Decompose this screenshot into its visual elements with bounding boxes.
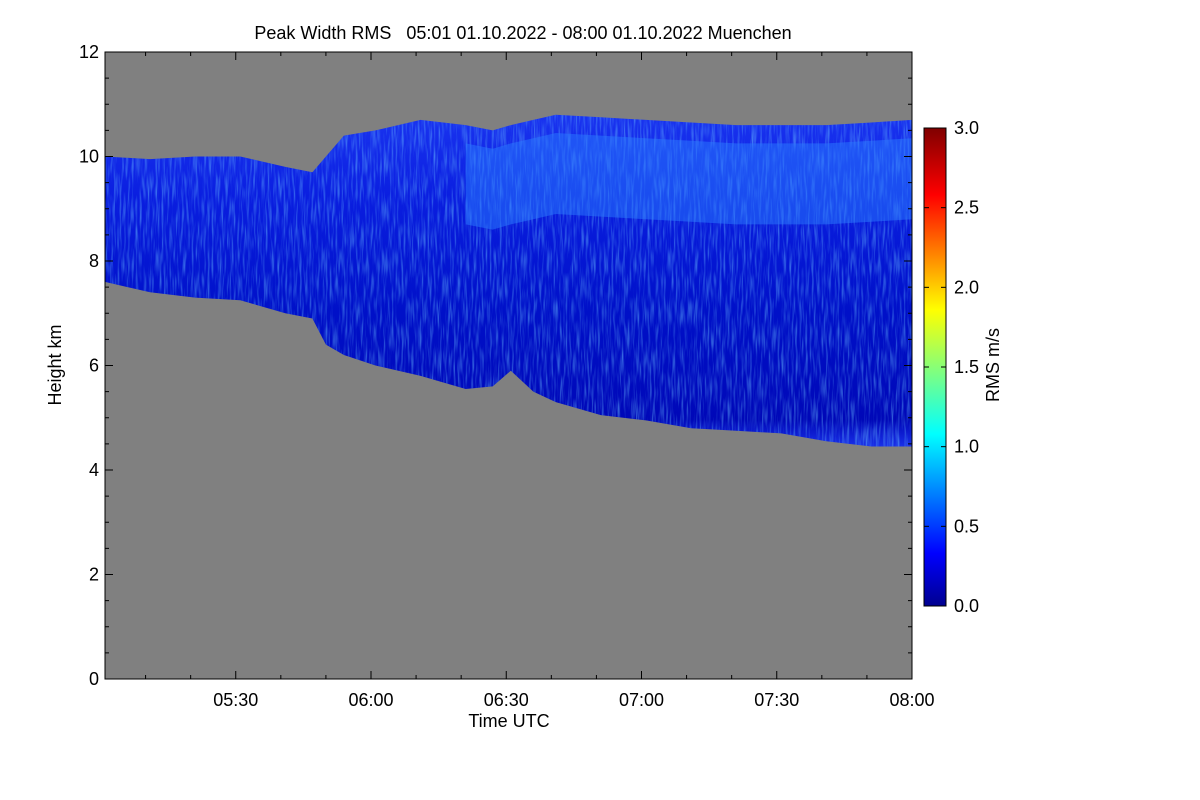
colorbar-ticks: 0.0 0.5 1.0 1.5 2.0 2.5 3.0 — [924, 118, 979, 616]
x-axis-ticks: 05:30 06:00 06:30 07:00 07:30 08:00 — [145, 52, 935, 710]
x-tick-label: 08:00 — [889, 690, 934, 710]
colorbar-tick-label: 3.0 — [954, 118, 979, 138]
y-tick-label: 0 — [89, 669, 99, 689]
x-tick-label: 05:30 — [213, 690, 258, 710]
x-tick-label: 06:00 — [348, 690, 393, 710]
colorbar-tick-label: 1.5 — [954, 357, 979, 377]
y-tick-label: 6 — [89, 356, 99, 376]
chart-title: Peak Width RMS 05:01 01.10.2022 - 08:00 … — [254, 23, 791, 43]
colorbar-tick-label: 0.5 — [954, 516, 979, 536]
x-axis-label: Time UTC — [468, 711, 549, 731]
y-tick-label: 4 — [89, 460, 99, 480]
y-tick-label: 2 — [89, 565, 99, 585]
colorbar-tick-label: 2.0 — [954, 277, 979, 297]
colorbar-label: RMS m/s — [983, 328, 1003, 402]
y-tick-label: 12 — [79, 42, 99, 62]
x-tick-label: 07:00 — [619, 690, 664, 710]
y-axis-label: Height km — [45, 324, 65, 405]
high-rms-band — [465, 133, 912, 230]
colorbar-tick-label: 2.5 — [954, 198, 979, 218]
x-tick-label: 07:30 — [754, 690, 799, 710]
colorbar-tick-label: 0.0 — [954, 596, 979, 616]
colorbar-tick-label: 1.0 — [954, 437, 979, 457]
y-axis-ticks: 0 2 4 6 8 10 12 — [79, 42, 912, 689]
y-tick-label: 10 — [79, 147, 99, 167]
y-tick-label: 8 — [89, 251, 99, 271]
x-tick-label: 06:30 — [484, 690, 529, 710]
